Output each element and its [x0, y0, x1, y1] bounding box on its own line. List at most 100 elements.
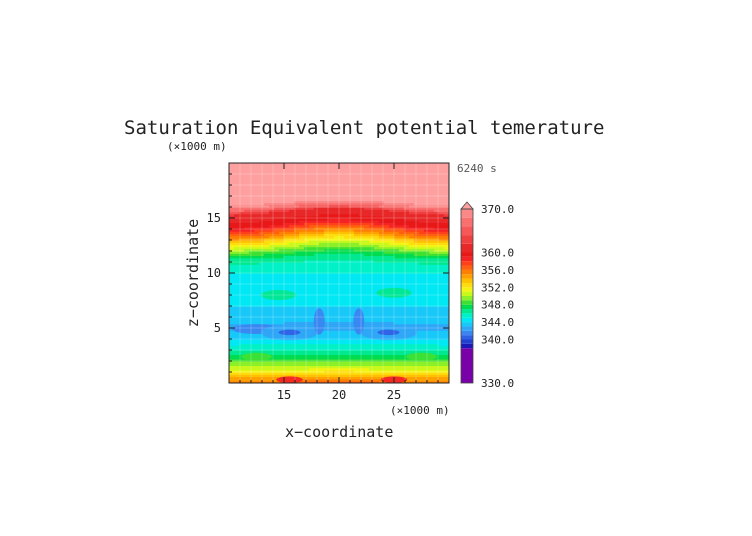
contour-cell	[289, 248, 295, 252]
contour-cell	[249, 244, 255, 248]
contour-cell	[424, 361, 430, 364]
contour-cell	[384, 237, 390, 241]
contour-cell	[394, 235, 400, 239]
contour-cell	[364, 314, 370, 318]
contour-cell	[254, 174, 260, 177]
contour-cell	[414, 218, 420, 221]
contour-cell	[434, 180, 440, 184]
contour-cell	[324, 235, 330, 239]
contour-cell	[369, 281, 375, 285]
contour-cell	[369, 193, 375, 197]
contour-cell	[444, 237, 449, 241]
contour-cell	[429, 317, 435, 320]
contour-cell	[269, 244, 275, 248]
contour-cell	[379, 380, 385, 383]
contour-cell	[414, 310, 420, 314]
contour-cell	[429, 284, 435, 287]
contour-cell	[239, 356, 245, 360]
contour-cell	[359, 270, 365, 274]
contour-cell	[379, 224, 385, 228]
contour-cell	[439, 165, 445, 168]
contour-cell	[304, 244, 310, 248]
contour-cell	[229, 273, 235, 276]
contour-cell	[299, 358, 305, 362]
contour-cell	[274, 281, 280, 285]
contour-cell	[444, 284, 449, 287]
contour-cell	[249, 336, 255, 340]
contour-cell	[309, 358, 315, 362]
contour-cell	[274, 251, 280, 254]
contour-cell	[434, 165, 440, 168]
contour-cell	[309, 189, 315, 193]
contour-cell	[349, 372, 355, 375]
contour-cell	[309, 209, 315, 212]
contour-cell	[404, 167, 410, 171]
contour-cell	[414, 347, 420, 351]
contour-cell	[254, 303, 260, 307]
contour-cell	[234, 323, 240, 327]
contour-cell	[319, 279, 325, 283]
contour-cell	[254, 169, 260, 173]
contour-cell	[349, 176, 355, 179]
contour-cell	[424, 306, 430, 309]
contour-cell	[399, 233, 405, 237]
contour-cell	[344, 288, 350, 292]
contour-cell	[279, 281, 285, 285]
contour-cell	[374, 262, 380, 265]
contour-cell	[404, 273, 410, 276]
contour-cell	[269, 339, 275, 342]
contour-cell	[354, 268, 360, 272]
contour-cell	[284, 354, 290, 358]
contour-cell	[364, 345, 370, 349]
contour-cell	[324, 369, 330, 373]
contour-cell	[359, 367, 365, 371]
contour-cell	[229, 314, 235, 318]
contour-cell	[299, 350, 305, 353]
contour-cell	[409, 321, 415, 325]
contour-cell	[269, 193, 275, 197]
contour-cell	[384, 341, 390, 344]
contour-cell	[284, 284, 290, 287]
contour-cell	[274, 361, 280, 364]
contour-cell	[234, 198, 240, 201]
contour-cell	[254, 317, 260, 320]
contour-cell	[239, 253, 245, 256]
contour-cell	[429, 270, 435, 274]
contour-cell	[439, 202, 445, 206]
contour-cell	[404, 202, 410, 206]
contour-cell	[279, 308, 285, 311]
contour-cell	[239, 374, 245, 377]
contour-cell	[419, 198, 425, 201]
contour-cell	[434, 268, 440, 272]
contour-cell	[229, 372, 235, 375]
contour-cell	[389, 277, 395, 281]
contour-cell	[264, 235, 270, 239]
contour-cell	[239, 215, 245, 219]
contour-cell	[439, 211, 445, 215]
contour-cell	[409, 253, 415, 256]
contour-cell	[289, 233, 295, 237]
contour-cell	[229, 240, 235, 243]
contour-cell	[389, 284, 395, 287]
contour-cell	[274, 180, 280, 184]
contour-cell	[254, 266, 260, 270]
contour-cell	[359, 277, 365, 281]
contour-cell	[234, 242, 240, 245]
contour-cell	[374, 288, 380, 292]
contour-cell	[279, 341, 285, 344]
contour-cell	[439, 380, 445, 383]
contour-cell	[284, 171, 290, 175]
contour-cell	[419, 361, 425, 364]
contour-cell	[394, 356, 400, 360]
contour-cell	[319, 268, 325, 272]
contour-cell	[299, 242, 305, 245]
contour-cell	[414, 171, 420, 175]
contour-cell	[404, 187, 410, 190]
contour-cell	[339, 226, 345, 230]
contour-cell	[359, 165, 365, 168]
contour-cell	[294, 207, 300, 210]
contour-cell	[264, 248, 270, 252]
contour-cell	[259, 257, 265, 261]
contour-cell	[384, 354, 390, 358]
contour-cell	[299, 215, 305, 219]
